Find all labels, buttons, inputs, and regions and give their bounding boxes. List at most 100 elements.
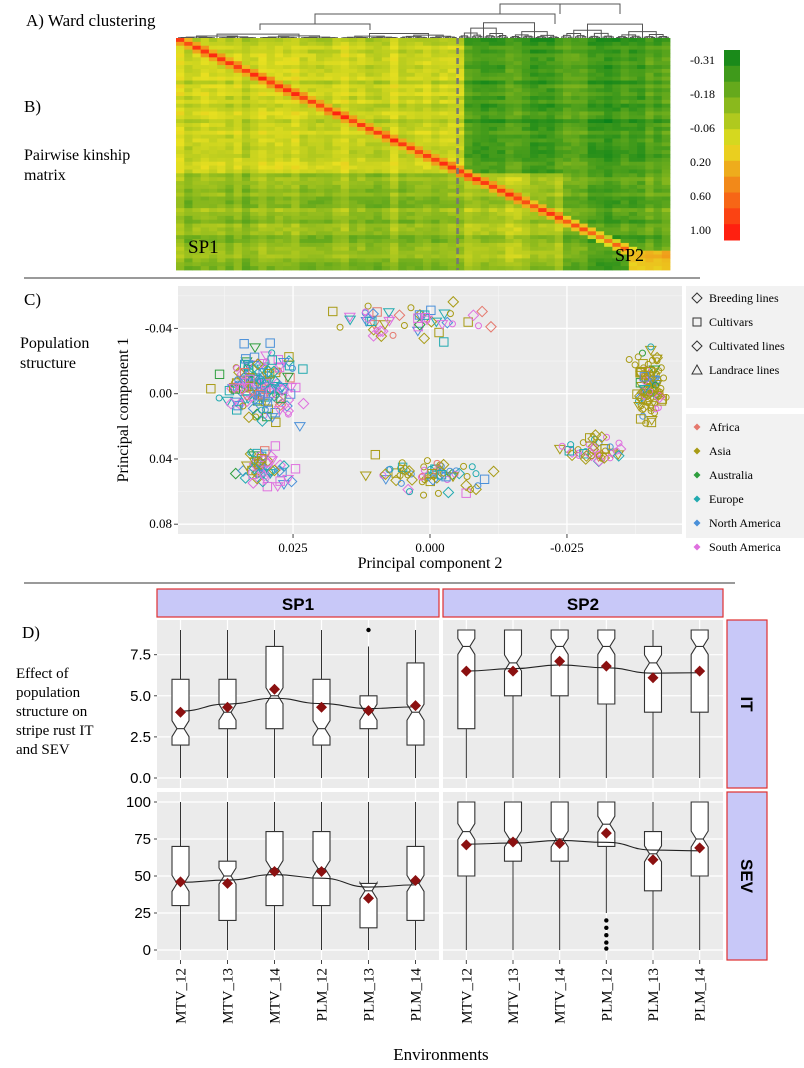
heatmap-cell (455, 53, 465, 58)
heatmap-cell (562, 161, 572, 166)
heatmap-cell (390, 53, 399, 58)
heatmap-cell (258, 115, 267, 120)
heatmap-cell (176, 107, 185, 112)
heatmap-cell (258, 262, 267, 267)
heatmap-cell (283, 200, 292, 205)
heatmap-cell (464, 223, 473, 228)
heatmap-cell (208, 173, 218, 178)
heatmap-cell (307, 99, 317, 105)
heatmap-cell (628, 53, 638, 58)
heatmap-cell (217, 41, 226, 47)
pca-point (241, 395, 253, 408)
heatmap-cell (340, 84, 350, 89)
heatmap-cell (546, 68, 556, 74)
heatmap-cell (505, 96, 514, 101)
heatmap-cell (390, 161, 399, 166)
pca-point (460, 479, 473, 492)
heatmap-cell (250, 254, 259, 259)
heatmap-cell (315, 68, 325, 74)
heatmap-cell (587, 92, 597, 97)
heatmap-cell (414, 92, 424, 97)
heatmap-cell (480, 111, 490, 116)
heatmap-cell (513, 157, 523, 163)
heatmap-cell (530, 227, 539, 232)
heatmap-cell (505, 84, 514, 89)
heatmap-cell (447, 61, 457, 66)
heatmap-cell (628, 111, 638, 116)
heatmap-cell (398, 246, 407, 252)
heatmap-cell (406, 38, 416, 43)
heatmap-cell (455, 223, 465, 228)
pca-point (239, 339, 249, 349)
heatmap-cell (587, 134, 597, 139)
heatmap-cell (562, 107, 572, 112)
heatmap-cell (488, 61, 498, 66)
heatmap-cell (521, 96, 531, 101)
heatmap-cell (348, 157, 358, 163)
heatmap-cell (546, 242, 556, 248)
heatmap-cell (208, 157, 218, 163)
heatmap-cell (274, 61, 284, 66)
heatmap-cell (274, 157, 284, 163)
heatmap-cell (373, 107, 383, 112)
heatmap-cell (315, 231, 325, 236)
heatmap-cell (530, 88, 539, 93)
heatmap-cell (340, 99, 350, 105)
mean-marker (222, 877, 233, 889)
heatmap-cell (291, 196, 300, 201)
heatmap-cell (398, 157, 407, 163)
heatmap-cell (414, 103, 424, 108)
heatmap-cell (571, 177, 580, 182)
heatmap-cell (274, 92, 284, 97)
heatmap-cell (431, 169, 440, 174)
heatmap-cell (241, 239, 251, 244)
pca-point (265, 338, 275, 348)
heatmap-cell (637, 96, 646, 101)
heatmap-cell (365, 72, 374, 78)
heatmap-cell (439, 161, 449, 166)
heatmap-cell (546, 223, 556, 228)
heatmap-cell (439, 130, 449, 136)
heatmap-cell (628, 161, 638, 166)
heatmap-cell (645, 80, 654, 85)
heatmap-cell (661, 173, 671, 178)
boxplot-x-tick-label: MTV_13 (221, 968, 237, 1024)
heatmap-cell (217, 212, 226, 217)
heatmap-cell (176, 96, 185, 101)
heatmap-cell (283, 219, 292, 224)
heatmap-cell (299, 161, 309, 166)
heatmap-cell (225, 223, 235, 228)
heatmap-cell (406, 250, 416, 255)
heatmap-cell (176, 49, 185, 54)
heatmap-cell (546, 134, 556, 139)
heatmap-cell (324, 84, 333, 89)
heatmap-cell (176, 72, 185, 78)
heatmap-cell (604, 235, 613, 240)
heatmap-cell (562, 103, 572, 108)
heatmap-cell (348, 142, 358, 147)
heatmap-cell (365, 76, 374, 81)
heatmap-cell (447, 138, 457, 143)
heatmap-cell (299, 219, 309, 224)
heatmap-cell (562, 165, 572, 170)
heatmap-cell (398, 45, 407, 50)
heatmap-cell (340, 227, 350, 232)
heatmap-cell (390, 219, 399, 224)
heatmap-cell (480, 45, 490, 50)
heatmap-cell (587, 49, 597, 54)
heatmap-cell (200, 242, 210, 248)
heatmap-cell (200, 165, 210, 170)
heatmap-cell (192, 115, 202, 120)
pca-point (266, 413, 279, 423)
ward-dendrogram (178, 3, 669, 39)
heatmap-cell (464, 57, 473, 62)
heatmap-cell (192, 169, 202, 174)
heatmap-cell (423, 53, 432, 58)
heatmap-cell (373, 246, 383, 252)
heatmap-cell (447, 161, 457, 166)
pca-point (406, 473, 418, 486)
heatmap-cell (225, 65, 235, 70)
heatmap-cell (587, 126, 597, 132)
heatmap-cell (637, 266, 646, 271)
